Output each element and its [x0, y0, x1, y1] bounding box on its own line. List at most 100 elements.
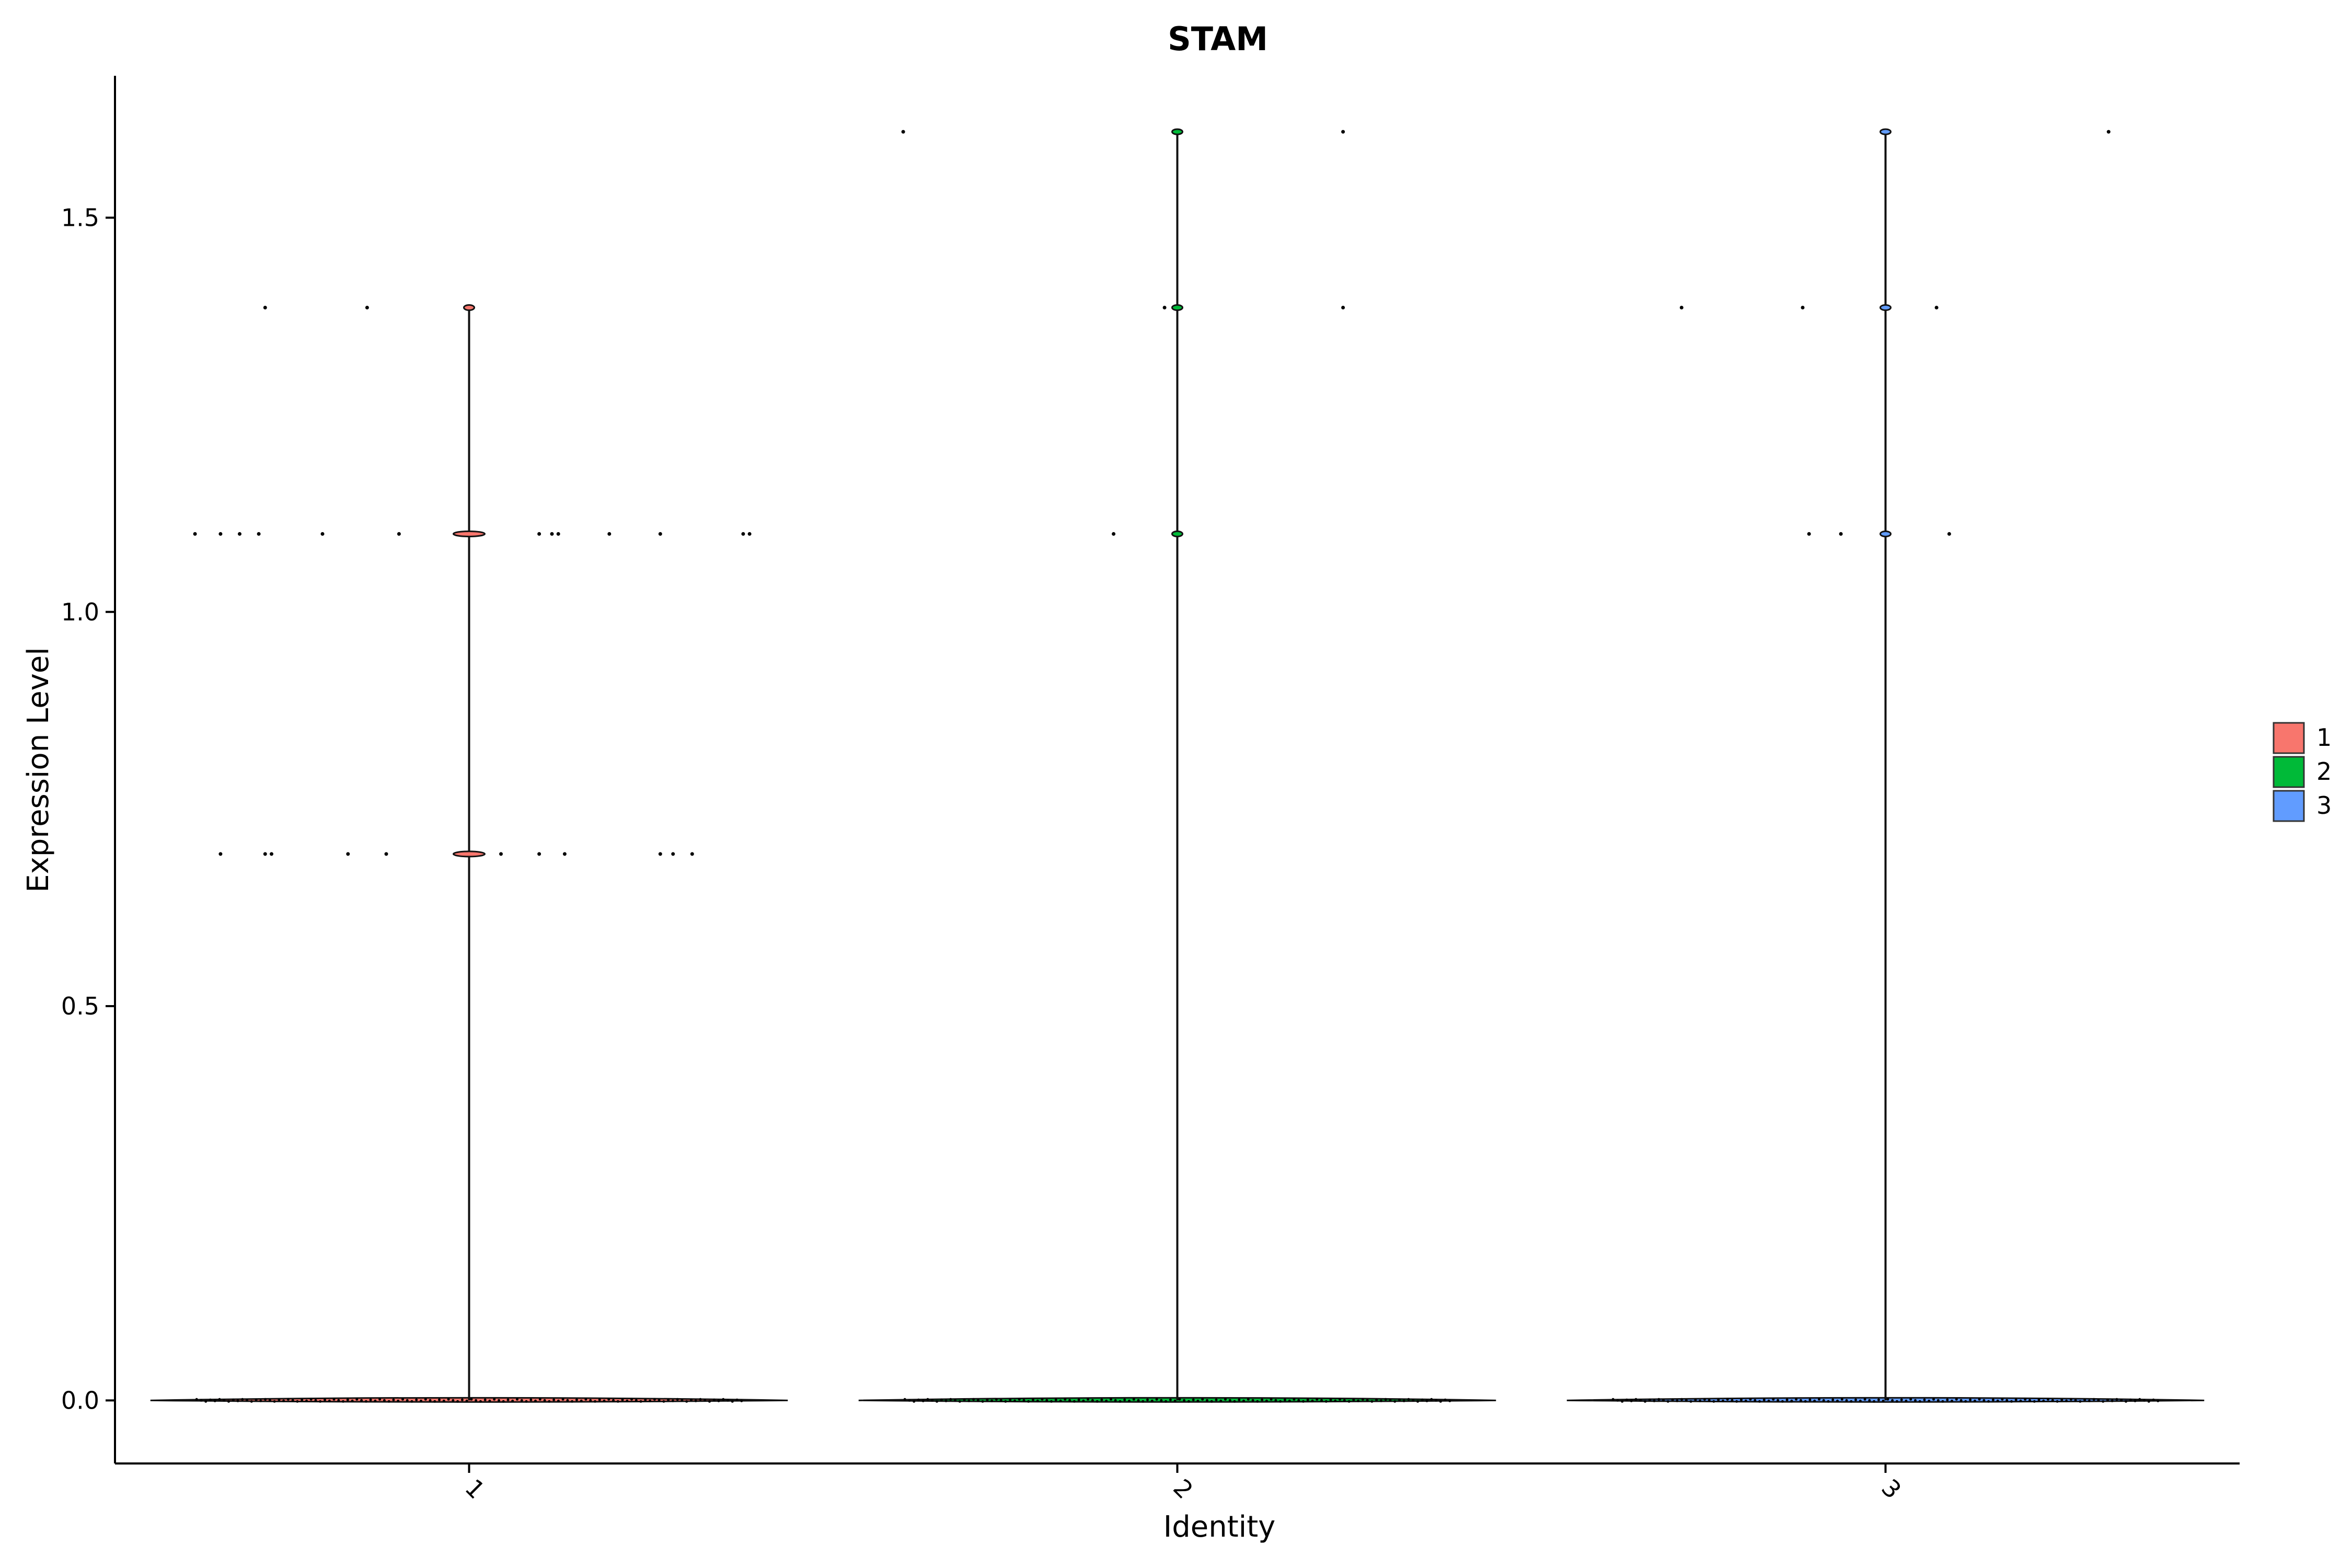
data-point	[537, 532, 541, 536]
data-point	[543, 1399, 546, 1402]
data-point	[735, 1398, 739, 1401]
violin-bulge	[1171, 530, 1183, 537]
data-point	[658, 852, 662, 856]
data-point	[1671, 1398, 1674, 1401]
data-point	[360, 1399, 363, 1402]
data-point	[1799, 1399, 1802, 1402]
data-point	[1955, 1398, 1958, 1401]
data-point	[1050, 1400, 1053, 1403]
data-point	[1228, 1399, 1231, 1402]
data-point	[1991, 1398, 1994, 1401]
data-point	[1767, 1399, 1770, 1402]
data-point	[1155, 1398, 1158, 1401]
data-point	[291, 1399, 294, 1402]
data-point	[2088, 1399, 2091, 1402]
data-point	[1162, 306, 1167, 309]
data-point	[1694, 1398, 1697, 1401]
data-point	[1813, 1399, 1816, 1402]
data-point	[1726, 1398, 1729, 1401]
data-point	[1886, 1398, 1889, 1401]
data-point	[483, 1398, 487, 1401]
data-point	[2019, 1399, 2022, 1402]
data-point	[1343, 1399, 1346, 1402]
data-point	[255, 1398, 258, 1401]
x-axis-title: Identity	[1163, 1510, 1276, 1544]
data-point	[575, 1398, 578, 1401]
data-point	[1625, 1398, 1628, 1401]
data-point	[1238, 1398, 1241, 1401]
data-point	[465, 1399, 468, 1402]
data-point	[1018, 1398, 1021, 1401]
data-point	[268, 1399, 271, 1402]
data-point	[1703, 1398, 1706, 1401]
data-point	[1183, 1399, 1186, 1402]
data-point	[671, 852, 675, 856]
data-point	[296, 1400, 299, 1403]
data-point	[475, 1399, 478, 1402]
data-point	[1169, 1398, 1172, 1401]
data-point	[712, 1398, 716, 1401]
data-point	[1854, 1398, 1857, 1401]
data-point	[1909, 1398, 1912, 1401]
data-point	[612, 1399, 615, 1402]
data-point	[1316, 1398, 1319, 1401]
data-point	[936, 1400, 938, 1403]
data-point	[2074, 1399, 2077, 1402]
data-point	[903, 1398, 906, 1401]
data-point	[1339, 1398, 1341, 1401]
data-point	[1666, 1400, 1669, 1403]
data-point	[1923, 1398, 1926, 1401]
data-point	[644, 1398, 647, 1401]
data-point	[506, 1398, 510, 1401]
data-point	[550, 532, 554, 536]
data-point	[580, 1399, 583, 1402]
data-point	[2143, 1399, 2146, 1402]
data-point	[246, 1399, 248, 1402]
data-point	[1165, 1400, 1168, 1403]
violin-bulge	[1880, 530, 1892, 537]
data-point	[908, 1399, 911, 1402]
data-point	[1836, 1399, 1839, 1402]
data-point	[309, 1398, 313, 1401]
data-point	[218, 1398, 221, 1401]
data-point	[926, 1398, 929, 1401]
data-point	[273, 1400, 276, 1403]
data-point	[406, 1399, 409, 1402]
data-point	[305, 1399, 308, 1402]
data-point	[1082, 1399, 1085, 1402]
data-point	[603, 1399, 606, 1402]
data-point	[1302, 1400, 1305, 1403]
data-point	[1416, 1400, 1419, 1403]
data-point	[1634, 1398, 1638, 1401]
data-point	[2056, 1400, 2059, 1403]
data-point	[1009, 1398, 1012, 1401]
data-point	[1421, 1398, 1424, 1401]
data-point	[2115, 1398, 2118, 1401]
data-point	[2106, 130, 2111, 134]
data-point	[1891, 1399, 1894, 1402]
data-point	[1717, 1398, 1720, 1401]
data-point	[2005, 1399, 2009, 1402]
data-point	[1247, 1398, 1250, 1401]
data-point	[270, 852, 273, 856]
data-point	[1283, 1398, 1286, 1401]
legend-label-2: 2	[2316, 757, 2332, 786]
data-point	[1370, 1400, 1374, 1403]
data-point	[649, 1399, 652, 1402]
data-point	[1210, 1400, 1213, 1403]
data-point	[1653, 1399, 1656, 1402]
data-point	[355, 1398, 359, 1401]
data-point	[676, 1398, 679, 1401]
data-point	[320, 532, 325, 536]
data-point	[2152, 1398, 2155, 1401]
chart-title: STAM	[1168, 20, 1268, 58]
data-point	[204, 1400, 207, 1403]
data-point	[1630, 1399, 1633, 1402]
data-point	[278, 1398, 281, 1401]
violin-bulge	[453, 530, 486, 537]
data-point	[690, 852, 694, 856]
data-point	[1004, 1400, 1007, 1403]
data-point	[1947, 532, 1951, 536]
data-point	[499, 852, 503, 856]
data-point	[1795, 1398, 1798, 1401]
